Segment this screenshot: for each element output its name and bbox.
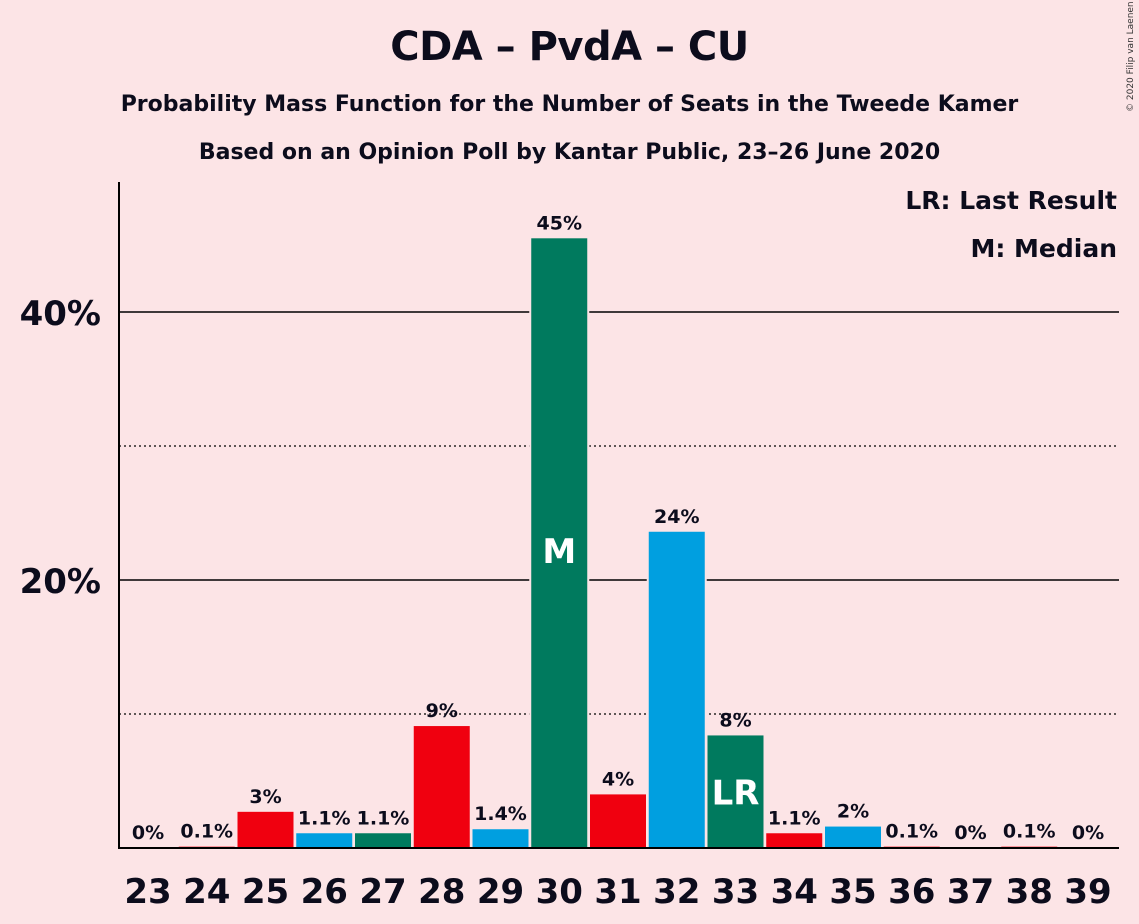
- bar-27: [355, 833, 411, 848]
- x-tick-label-34: 34: [771, 872, 818, 912]
- bar-gap-36: [881, 844, 942, 848]
- bar-29: [472, 829, 529, 848]
- chart-subtitle: Probability Mass Function for the Number…: [120, 92, 1019, 117]
- bar-26: [296, 833, 353, 848]
- bar-28: [413, 726, 470, 848]
- bar-gap-38: [999, 844, 1060, 848]
- x-tick-label-26: 26: [301, 872, 348, 912]
- y-tick-label-20: 20%: [20, 562, 101, 602]
- bar-35: [825, 826, 881, 848]
- x-tick-label-27: 27: [359, 872, 406, 912]
- data-label-23: 0%: [132, 822, 164, 844]
- bar-31: [590, 794, 646, 848]
- data-label-31: 4%: [602, 768, 634, 790]
- x-tick-label-33: 33: [712, 872, 759, 912]
- data-label-33: 8%: [719, 709, 751, 731]
- x-tick-label-30: 30: [536, 872, 583, 912]
- legend-last-result: LR: Last Result: [905, 186, 1117, 215]
- x-tick-label-25: 25: [242, 872, 289, 912]
- data-label-39: 0%: [1072, 822, 1104, 844]
- median-marker: M: [542, 532, 576, 572]
- data-label-28: 9%: [426, 700, 458, 722]
- x-tick-label-29: 29: [477, 872, 524, 912]
- bar-34: [766, 833, 823, 848]
- x-tick-label-37: 37: [947, 872, 994, 912]
- data-label-37: 0%: [954, 822, 986, 844]
- data-label-32: 24%: [654, 506, 699, 528]
- x-tick-label-35: 35: [829, 872, 876, 912]
- x-tick-label-23: 23: [124, 872, 171, 912]
- bar-30: [531, 238, 588, 849]
- y-tick-label-40: 40%: [20, 294, 101, 334]
- chart-source-line: Based on an Opinion Poll by Kantar Publi…: [198, 140, 941, 165]
- data-label-34: 1.1%: [768, 807, 821, 829]
- chart-title: CDA – PvdA – CU: [390, 24, 749, 70]
- data-label-36: 0.1%: [885, 821, 938, 843]
- data-label-29: 1.4%: [474, 803, 527, 825]
- bar-25: [237, 811, 294, 848]
- x-tick-label-32: 32: [653, 872, 700, 912]
- data-label-24: 0.1%: [180, 821, 233, 843]
- data-label-25: 3%: [249, 786, 281, 808]
- data-label-35: 2%: [837, 801, 869, 823]
- bar-gap-24: [176, 844, 237, 848]
- x-tick-label-38: 38: [1006, 872, 1053, 912]
- x-tick-label-36: 36: [888, 872, 935, 912]
- data-label-30: 45%: [537, 212, 582, 234]
- bar-32: [648, 531, 705, 848]
- data-label-26: 1.1%: [298, 807, 351, 829]
- legend-median: M: Median: [970, 234, 1117, 263]
- x-tick-label-28: 28: [418, 872, 465, 912]
- last-result-marker: LR: [712, 774, 760, 814]
- x-tick-label-31: 31: [594, 872, 641, 912]
- x-tick-label-39: 39: [1064, 872, 1111, 912]
- bar-33: [707, 735, 764, 848]
- x-tick-label-24: 24: [183, 872, 230, 912]
- data-label-38: 0.1%: [1003, 821, 1056, 843]
- data-label-27: 1.1%: [357, 807, 410, 829]
